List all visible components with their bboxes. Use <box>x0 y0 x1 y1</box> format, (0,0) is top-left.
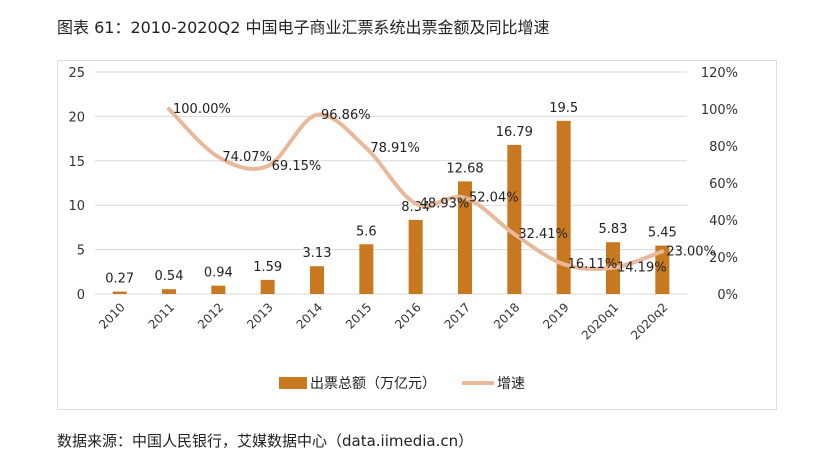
bar-label: 5.83 <box>599 222 628 237</box>
bar <box>458 181 472 294</box>
source-note: 数据来源：中国人民银行，艾媒数据中心（data.iimedia.cn） <box>57 432 474 450</box>
line-label: 78.91% <box>370 141 420 156</box>
bar-label: 0.94 <box>204 266 233 281</box>
line-label: 48.93% <box>420 196 470 211</box>
y-left-tick-label: 15 <box>68 155 85 170</box>
line-label: 14.19% <box>617 261 667 276</box>
growth-line <box>167 107 665 272</box>
y-right-tick-label: 40% <box>709 214 738 229</box>
legend-label-line: 增速 <box>497 376 525 392</box>
x-tick-label: 2018 <box>491 300 522 331</box>
line-label: 16.11% <box>568 257 618 272</box>
x-tick-label: 2012 <box>195 300 226 331</box>
bar <box>556 120 571 294</box>
y-right-tick-label: 60% <box>709 177 738 192</box>
bar <box>260 279 275 294</box>
line-label: 32.41% <box>518 227 568 242</box>
x-tick-label: 2016 <box>392 300 423 331</box>
bar <box>359 244 374 294</box>
bar <box>310 266 324 294</box>
x-tick-label: 2011 <box>146 300 177 331</box>
bar-label: 1.59 <box>253 260 282 275</box>
line-label: 100.00% <box>173 102 231 117</box>
y-left-tick-label: 25 <box>68 66 85 81</box>
line-label: 52.04% <box>469 191 519 206</box>
bar <box>211 285 226 294</box>
bar-label: 3.13 <box>303 246 332 261</box>
y-left-tick-label: 5 <box>77 244 85 259</box>
line-label: 96.86% <box>321 108 371 123</box>
y-right-tick-label: 0% <box>717 288 738 303</box>
chart-title: 图表 61：2010-2020Q2 中国电子商业汇票系统出票金额及同比增速 <box>57 18 550 37</box>
legend-label-bar: 出票总额（万亿元） <box>310 376 436 392</box>
y-right-tick-label: 100% <box>701 103 738 118</box>
x-tick-label: 2020q1 <box>579 300 621 342</box>
x-tick-label: 2019 <box>540 300 571 331</box>
y-left-tick-label: 0 <box>77 288 85 303</box>
line-label: 74.07% <box>222 150 272 165</box>
bar-label: 5.6 <box>356 224 377 239</box>
chart-frame <box>57 60 777 410</box>
x-tick-label: 2015 <box>343 300 374 331</box>
bar <box>408 219 423 294</box>
line-label: 23.00% <box>666 244 716 259</box>
y-left-tick-label: 10 <box>68 199 85 214</box>
bar <box>112 291 127 294</box>
bar <box>162 289 176 294</box>
bar-label: 0.27 <box>105 272 134 287</box>
bar-label: 0.54 <box>155 269 184 284</box>
x-tick-label: 2014 <box>294 300 325 331</box>
line-label: 69.15% <box>272 159 322 174</box>
x-tick-label: 2020q2 <box>628 300 670 342</box>
bar-label: 5.45 <box>648 226 677 241</box>
x-tick-label: 2010 <box>96 300 127 331</box>
x-tick-label: 2013 <box>244 300 275 331</box>
y-right-tick-label: 120% <box>701 66 738 81</box>
bar <box>507 144 522 294</box>
bar <box>655 245 670 294</box>
legend-swatch-bar <box>279 377 307 389</box>
bar-label: 12.68 <box>446 161 483 176</box>
y-right-tick-label: 80% <box>709 140 738 155</box>
y-right-tick-label: 20% <box>709 251 738 266</box>
bar-label: 19.5 <box>549 101 578 116</box>
bar-label: 16.79 <box>496 125 533 140</box>
y-left-tick-label: 20 <box>68 110 85 125</box>
x-tick-label: 2017 <box>442 300 473 331</box>
